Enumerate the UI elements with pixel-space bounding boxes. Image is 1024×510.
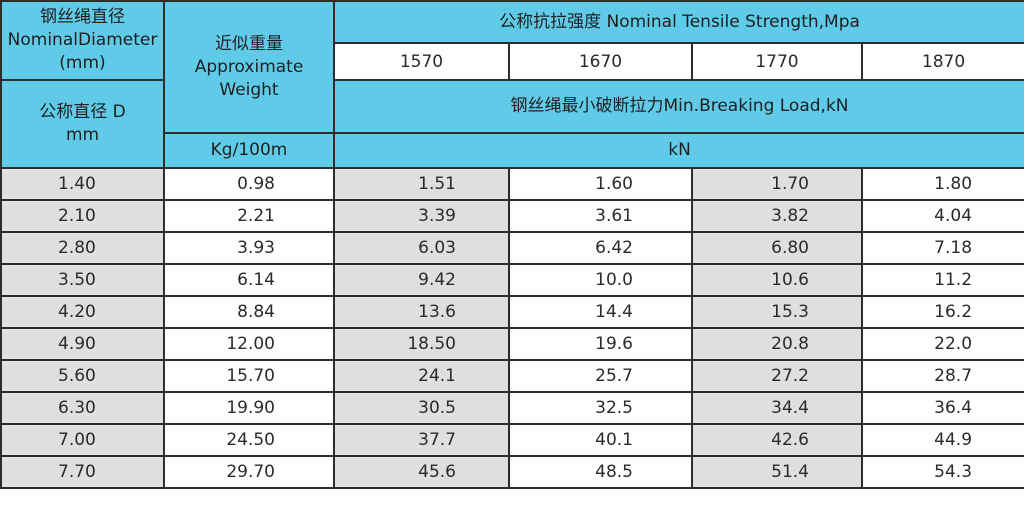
nominal-diameter-cn: 公称直径 D — [39, 102, 126, 122]
load-1570-cell: 30.5 — [333, 391, 510, 425]
load-1670-cell: 1.60 — [508, 167, 693, 201]
table-row: 1.40 0.98 1.51 1.60 1.70 1.80 — [0, 167, 1024, 201]
diameter-cell: 6.30 — [0, 391, 165, 425]
weight-cell: 2.21 — [163, 199, 335, 233]
table-row: 5.60 15.70 24.1 25.7 27.2 28.7 — [0, 359, 1024, 393]
load-1770-cell: 20.8 — [691, 327, 863, 361]
wire-rope-spec-table: 钢丝绳直径 NominalDiameter (mm) 近似重量 Approxim… — [0, 0, 1024, 489]
weight-cell: 19.90 — [163, 391, 335, 425]
table-row: 2.80 3.93 6.03 6.42 6.80 7.18 — [0, 231, 1024, 265]
diameter-header: 钢丝绳直径 NominalDiameter (mm) — [0, 0, 165, 81]
table-row: 4.20 8.84 13.6 14.4 15.3 16.2 — [0, 295, 1024, 329]
load-1670-cell: 40.1 — [508, 423, 693, 457]
load-1770-cell: 34.4 — [691, 391, 863, 425]
load-1870-cell: 28.7 — [860, 359, 1024, 393]
load-1670-cell: 32.5 — [508, 391, 693, 425]
table-row: 3.50 6.14 9.42 10.0 10.6 11.2 — [0, 263, 1024, 297]
load-1870-cell: 11.2 — [860, 263, 1024, 297]
load-1770-cell: 10.6 — [691, 263, 863, 297]
diameter-header-cn: 钢丝绳直径 — [40, 7, 125, 27]
load-1670-cell: 10.0 — [508, 263, 693, 297]
load-1570-cell: 1.51 — [333, 167, 510, 201]
diameter-cell: 1.40 — [0, 167, 165, 201]
load-1570-cell: 3.39 — [333, 199, 510, 233]
diameter-cell: 4.90 — [0, 327, 165, 361]
load-1870-cell: 36.4 — [860, 391, 1024, 425]
weight-header-en1: Approximate — [194, 56, 304, 77]
load-1870-cell: 4.04 — [860, 199, 1024, 233]
table-row: 7.00 24.50 37.7 40.1 42.6 44.9 — [0, 423, 1024, 457]
load-1570-cell: 24.1 — [333, 359, 510, 393]
load-1570-cell: 37.7 — [333, 423, 510, 457]
weight-cell: 29.70 — [163, 455, 335, 489]
load-1670-cell: 25.7 — [508, 359, 693, 393]
diameter-cell: 4.20 — [0, 295, 165, 329]
load-1670-cell: 3.61 — [508, 199, 693, 233]
load-1870-cell: 7.18 — [860, 231, 1024, 265]
breaking-load-header: 钢丝绳最小破断拉力Min.Breaking Load,kN — [332, 79, 1024, 134]
grade-1870-header: 1870 — [860, 42, 1024, 81]
diameter-cell: 3.50 — [0, 263, 165, 297]
table-row: 4.90 12.00 18.50 19.6 20.8 22.0 — [0, 327, 1024, 361]
weight-cell: 3.93 — [163, 231, 335, 265]
load-1570-cell: 18.50 — [333, 327, 510, 361]
diameter-cell: 2.10 — [0, 199, 165, 233]
load-1570-cell: 9.42 — [333, 263, 510, 297]
load-1770-cell: 3.82 — [691, 199, 863, 233]
load-1770-cell: 42.6 — [691, 423, 863, 457]
load-1870-cell: 1.80 — [860, 167, 1024, 201]
load-1870-cell: 22.0 — [860, 327, 1024, 361]
grade-1770-header: 1770 — [691, 42, 863, 81]
diameter-cell: 2.80 — [0, 231, 165, 265]
load-1770-cell: 6.80 — [691, 231, 863, 265]
load-1570-cell: 13.6 — [333, 295, 510, 329]
weight-cell: 15.70 — [163, 359, 335, 393]
weight-cell: 12.00 — [163, 327, 335, 361]
weight-unit-header: Kg/100m — [163, 132, 335, 169]
breaking-unit-header: kN — [332, 132, 1024, 169]
load-1770-cell: 51.4 — [691, 455, 863, 489]
load-1870-cell: 16.2 — [860, 295, 1024, 329]
diameter-cell: 7.70 — [0, 455, 165, 489]
nominal-diameter-header: 公称直径 D mm — [0, 79, 165, 169]
load-1570-cell: 6.03 — [333, 231, 510, 265]
load-1870-cell: 44.9 — [860, 423, 1024, 457]
weight-cell: 0.98 — [163, 167, 335, 201]
weight-cell: 24.50 — [163, 423, 335, 457]
grade-1670-header: 1670 — [508, 42, 693, 81]
weight-cell: 8.84 — [163, 295, 335, 329]
load-1770-cell: 27.2 — [691, 359, 863, 393]
load-1670-cell: 14.4 — [508, 295, 693, 329]
diameter-cell: 5.60 — [0, 359, 165, 393]
load-1570-cell: 45.6 — [333, 455, 510, 489]
nominal-diameter-unit: mm — [65, 125, 100, 145]
load-1870-cell: 54.3 — [860, 455, 1024, 489]
diameter-header-en: NominalDiameter — [7, 30, 158, 50]
load-1770-cell: 15.3 — [691, 295, 863, 329]
grade-1570-header: 1570 — [333, 42, 510, 81]
load-1670-cell: 6.42 — [508, 231, 693, 265]
load-1770-cell: 1.70 — [691, 167, 863, 201]
table-row: 7.70 29.70 45.6 48.5 51.4 54.3 — [0, 455, 1024, 489]
diameter-cell: 7.00 — [0, 423, 165, 457]
diameter-header-unit: (mm) — [59, 53, 106, 73]
table-row: 2.10 2.21 3.39 3.61 3.82 4.04 — [0, 199, 1024, 233]
weight-header-en2: Weight — [219, 79, 279, 100]
weight-header: 近似重量 Approximate Weight — [163, 0, 335, 134]
table-row: 6.30 19.90 30.5 32.5 34.4 36.4 — [0, 391, 1024, 425]
load-1670-cell: 48.5 — [508, 455, 693, 489]
load-1670-cell: 19.6 — [508, 327, 693, 361]
tensile-strength-header: 公称抗拉强度 Nominal Tensile Strength,Mpa — [332, 0, 1024, 44]
weight-header-cn: 近似重量 — [215, 33, 283, 54]
weight-cell: 6.14 — [163, 263, 335, 297]
